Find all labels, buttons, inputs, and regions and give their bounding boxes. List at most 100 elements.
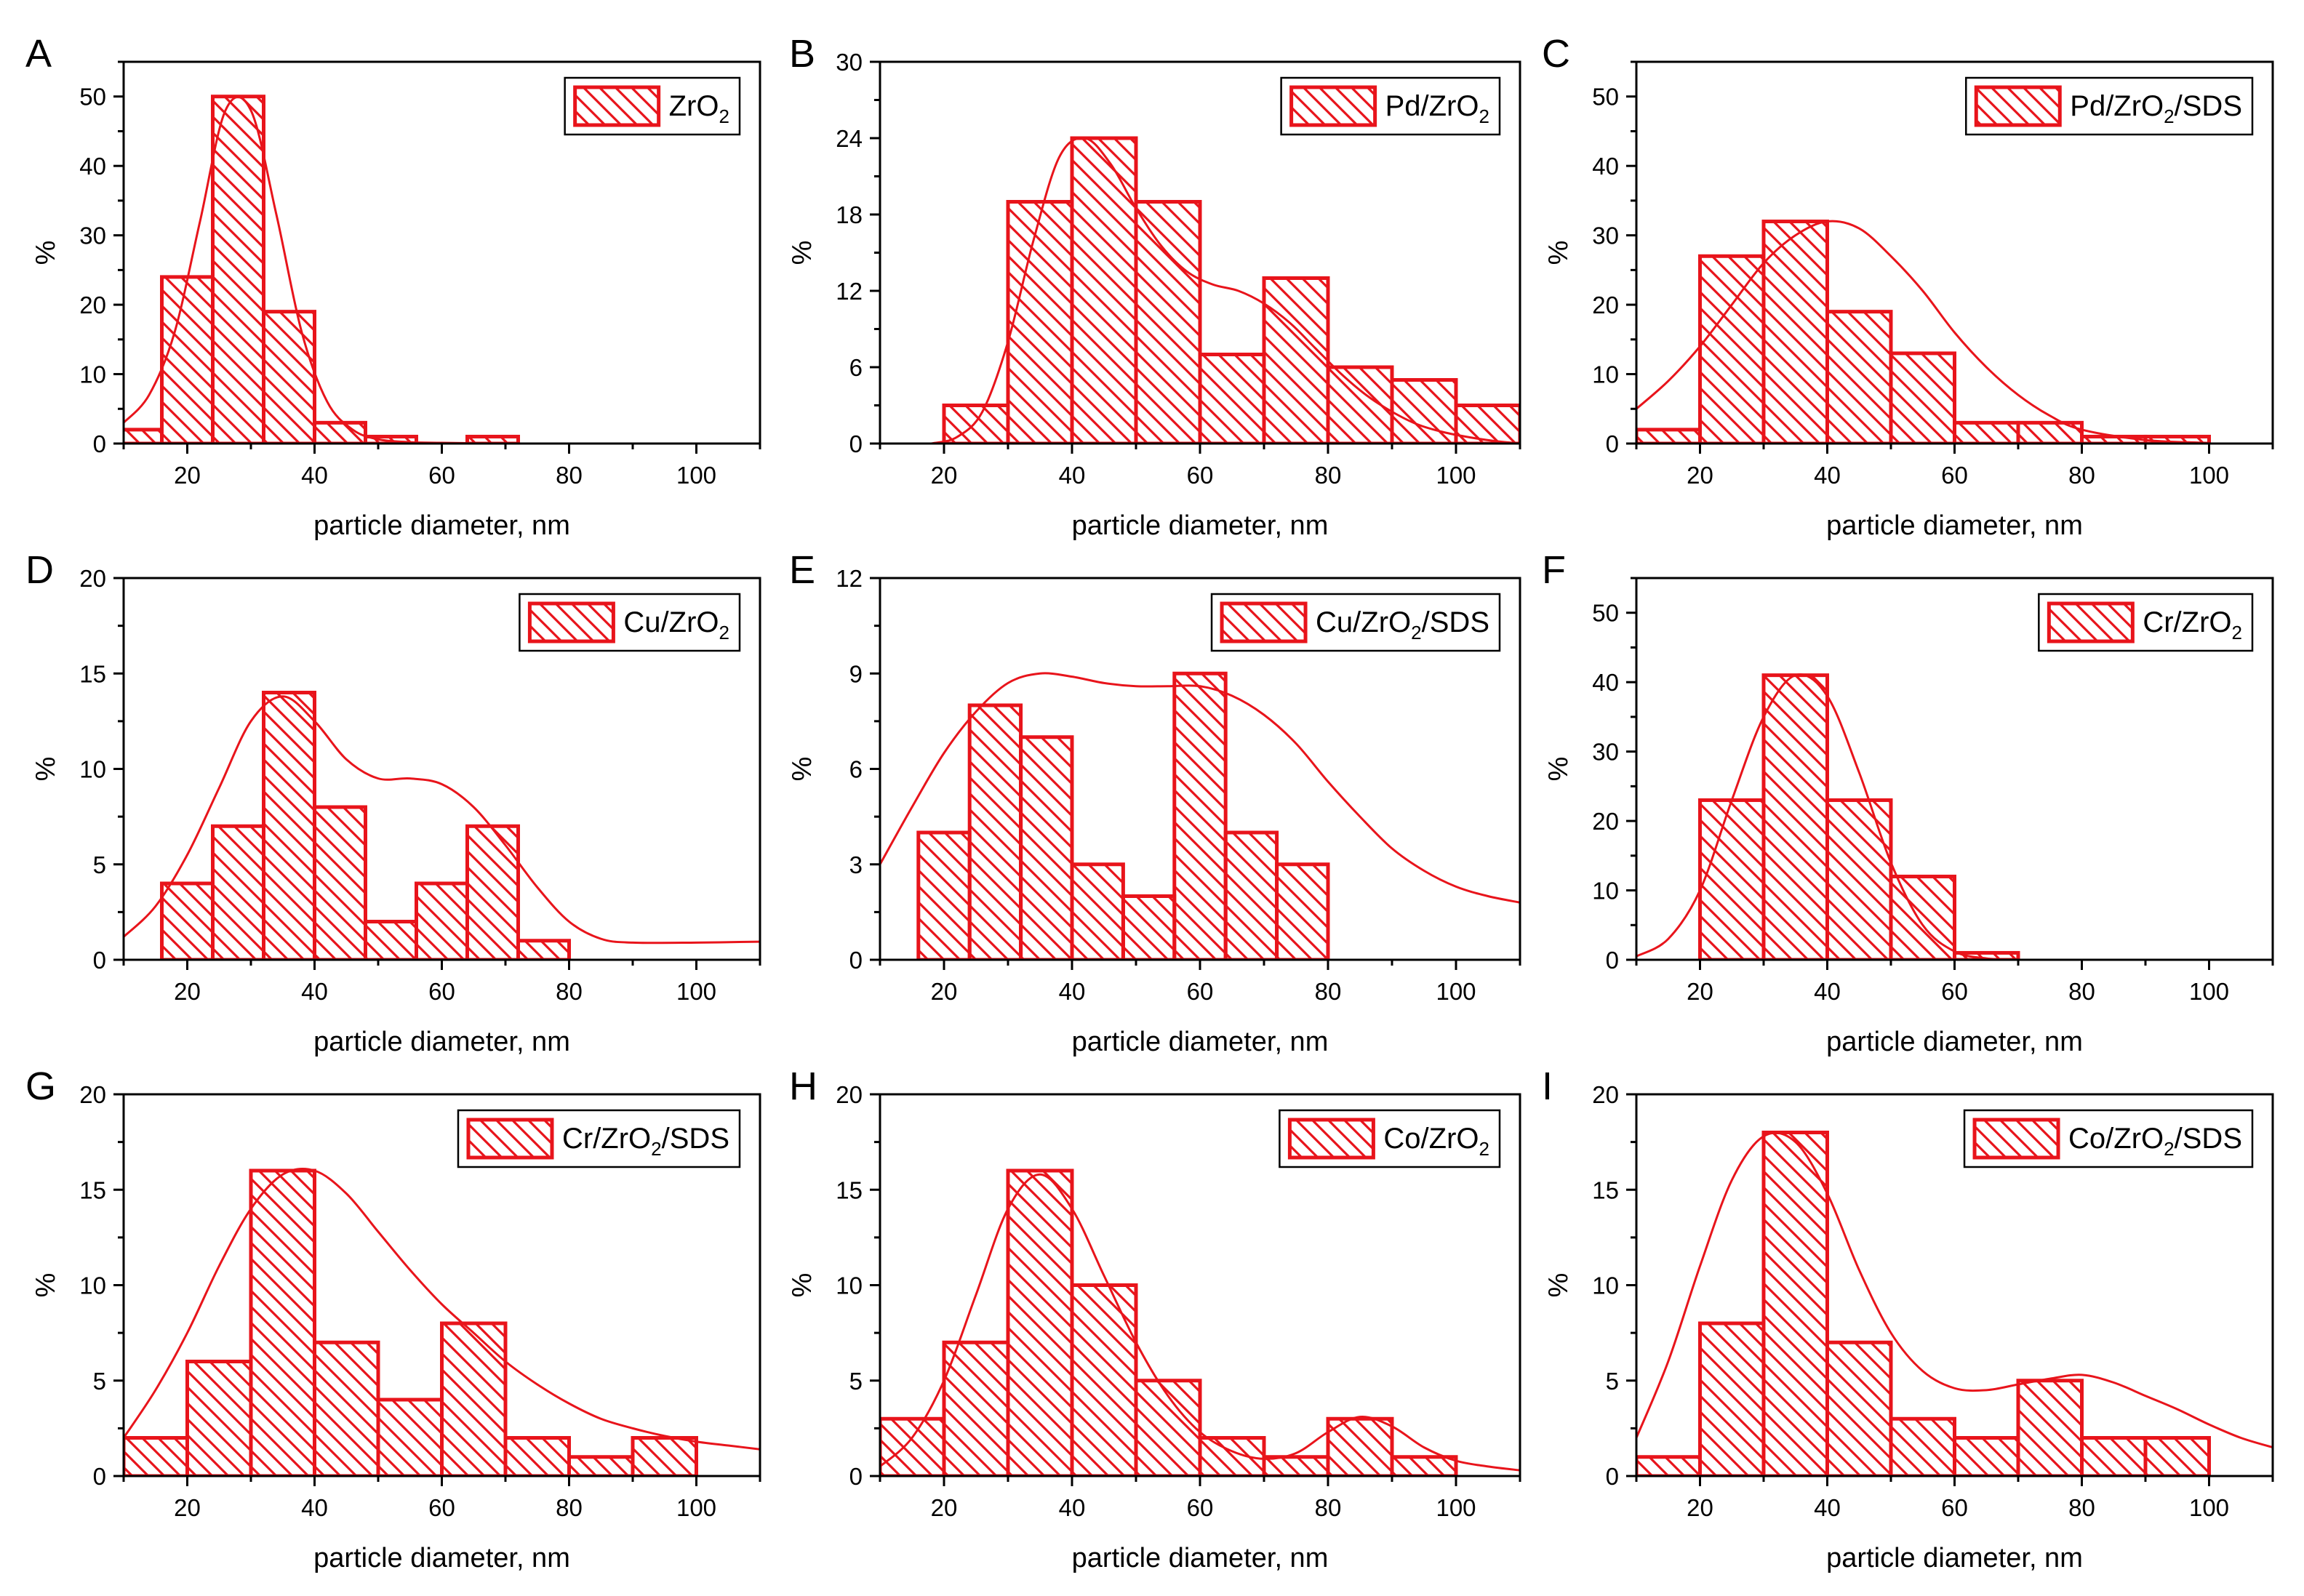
bars [124, 95, 520, 444]
y-tick-label: 0 [93, 1463, 106, 1490]
panel-D: 20 40 60 80 100 0 5 10 15 20 particle diameter, nm… [25, 548, 761, 1057]
x-tick-label: 40 [301, 1494, 328, 1521]
histogram-bar [160, 881, 215, 960]
y-tick-label: 40 [79, 153, 106, 180]
legend-label: Cu/ZrO2/SDS [1316, 606, 1489, 643]
x-tick-label: 80 [1315, 462, 1342, 489]
fit-curve [931, 137, 1520, 444]
legend-label: Co/ZrO2 [1383, 1123, 1489, 1160]
x-tick-label: 80 [2068, 462, 2095, 489]
histogram-bar [942, 1340, 1010, 1476]
bars [880, 1168, 1458, 1476]
histogram-bar [2143, 1436, 2211, 1476]
panel-letter: D [25, 548, 54, 592]
histogram-bar [1070, 862, 1125, 960]
x-tick-label: 60 [1187, 978, 1214, 1005]
histogram-bar [465, 824, 520, 960]
histogram-bar [185, 1360, 253, 1476]
x-tick-label: 80 [556, 978, 583, 1005]
y-tick-label: 30 [1592, 222, 1619, 249]
x-tick-label: 60 [428, 462, 455, 489]
y-tick-label: 20 [1592, 1081, 1619, 1108]
x-tick-label: 100 [2189, 978, 2229, 1005]
legend: Pd/ZrO2/SDS [1965, 76, 2254, 136]
histogram-bar [1761, 1131, 1829, 1476]
bars [124, 1168, 698, 1476]
legend-label: Cr/ZrO2 [2143, 606, 2242, 643]
y-tick-label: 20 [1592, 808, 1619, 835]
legend: ZrO2 [564, 76, 741, 136]
fit-curve [880, 672, 1520, 904]
x-axis-label: particle diameter, nm [313, 1543, 570, 1573]
histogram-bar [1761, 220, 1829, 444]
histogram-bar [262, 691, 316, 960]
y-tick-label: 0 [93, 947, 106, 974]
x-tick-label: 40 [1814, 1494, 1841, 1521]
x-tick-label: 40 [1059, 978, 1086, 1005]
histogram-bar [516, 939, 571, 960]
histogram-bar [415, 881, 469, 960]
bars [1636, 1131, 2211, 1476]
bars [1636, 220, 2211, 444]
panel-letter: F [1542, 548, 1566, 592]
y-tick-label: 5 [93, 1368, 106, 1395]
y-tick-label: 24 [836, 125, 863, 152]
histogram-bar [1172, 671, 1228, 960]
legend-swatch [573, 85, 661, 127]
histogram-bar [313, 805, 367, 960]
legend-swatch [1220, 601, 1308, 643]
histogram-bar [1223, 830, 1279, 960]
x-tick-label: 40 [1059, 1494, 1086, 1521]
y-tick-label: 15 [836, 1176, 863, 1203]
y-tick-label: 10 [1592, 1272, 1619, 1299]
histogram-bar [1275, 862, 1330, 960]
x-tick-label: 80 [1315, 978, 1342, 1005]
x-tick-label: 80 [2068, 1494, 2095, 1521]
bars [1698, 673, 2020, 960]
y-tick-label: 0 [849, 947, 863, 974]
histogram-bar [1006, 200, 1074, 444]
x-tick-label: 100 [676, 1494, 716, 1521]
fit-curve [124, 95, 760, 444]
histogram-bar [1518, 429, 1520, 444]
y-tick-label: 0 [1606, 947, 1619, 974]
panel-I: 20 40 60 80 100 0 5 10 15 20 particle diameter, nm… [1542, 1064, 2274, 1573]
legend-swatch [1289, 85, 1377, 127]
histogram-bar [1390, 378, 1458, 444]
histogram-bar [1121, 894, 1177, 960]
y-tick-label: 40 [1592, 153, 1619, 180]
x-axis-label: particle diameter, nm [313, 510, 570, 541]
panel-letter: C [1542, 32, 1570, 76]
y-tick-label: 10 [79, 1272, 106, 1299]
x-tick-label: 80 [1315, 1494, 1342, 1521]
x-tick-label: 40 [301, 978, 328, 1005]
y-tick-label: 12 [836, 565, 863, 592]
y-tick-label: 0 [849, 430, 863, 457]
legend: Pd/ZrO2 [1280, 76, 1501, 136]
histogram-bar [1953, 420, 2020, 444]
histogram-bar [1262, 1455, 1330, 1476]
y-axis-label: % [31, 757, 61, 782]
y-tick-label: 20 [79, 1081, 106, 1108]
y-tick-label: 0 [1606, 430, 1619, 457]
legend-swatch [1974, 85, 2062, 127]
x-tick-label: 60 [428, 1494, 455, 1521]
x-tick-label: 40 [301, 462, 328, 489]
y-tick-label: 12 [836, 278, 863, 305]
histogram-bar [1698, 254, 1766, 444]
x-axis-label: particle diameter, nm [313, 1027, 570, 1057]
histogram-bar [1070, 136, 1138, 444]
y-tick-label: 15 [79, 660, 106, 687]
histogram-bar [1889, 1416, 1956, 1476]
histogram-bar [313, 1340, 380, 1476]
legend-label: ZrO2 [669, 90, 729, 127]
y-tick-label: 20 [836, 1081, 863, 1108]
x-axis-label: particle diameter, nm [1826, 1027, 2083, 1057]
bars [942, 136, 1520, 444]
x-tick-label: 40 [1059, 462, 1086, 489]
legend-label: Cu/ZrO2 [623, 606, 729, 643]
x-tick-label: 100 [1436, 1494, 1476, 1521]
histogram-bar [1070, 1283, 1138, 1476]
histogram-bar [1698, 1321, 1766, 1476]
y-tick-label: 15 [79, 1176, 106, 1203]
